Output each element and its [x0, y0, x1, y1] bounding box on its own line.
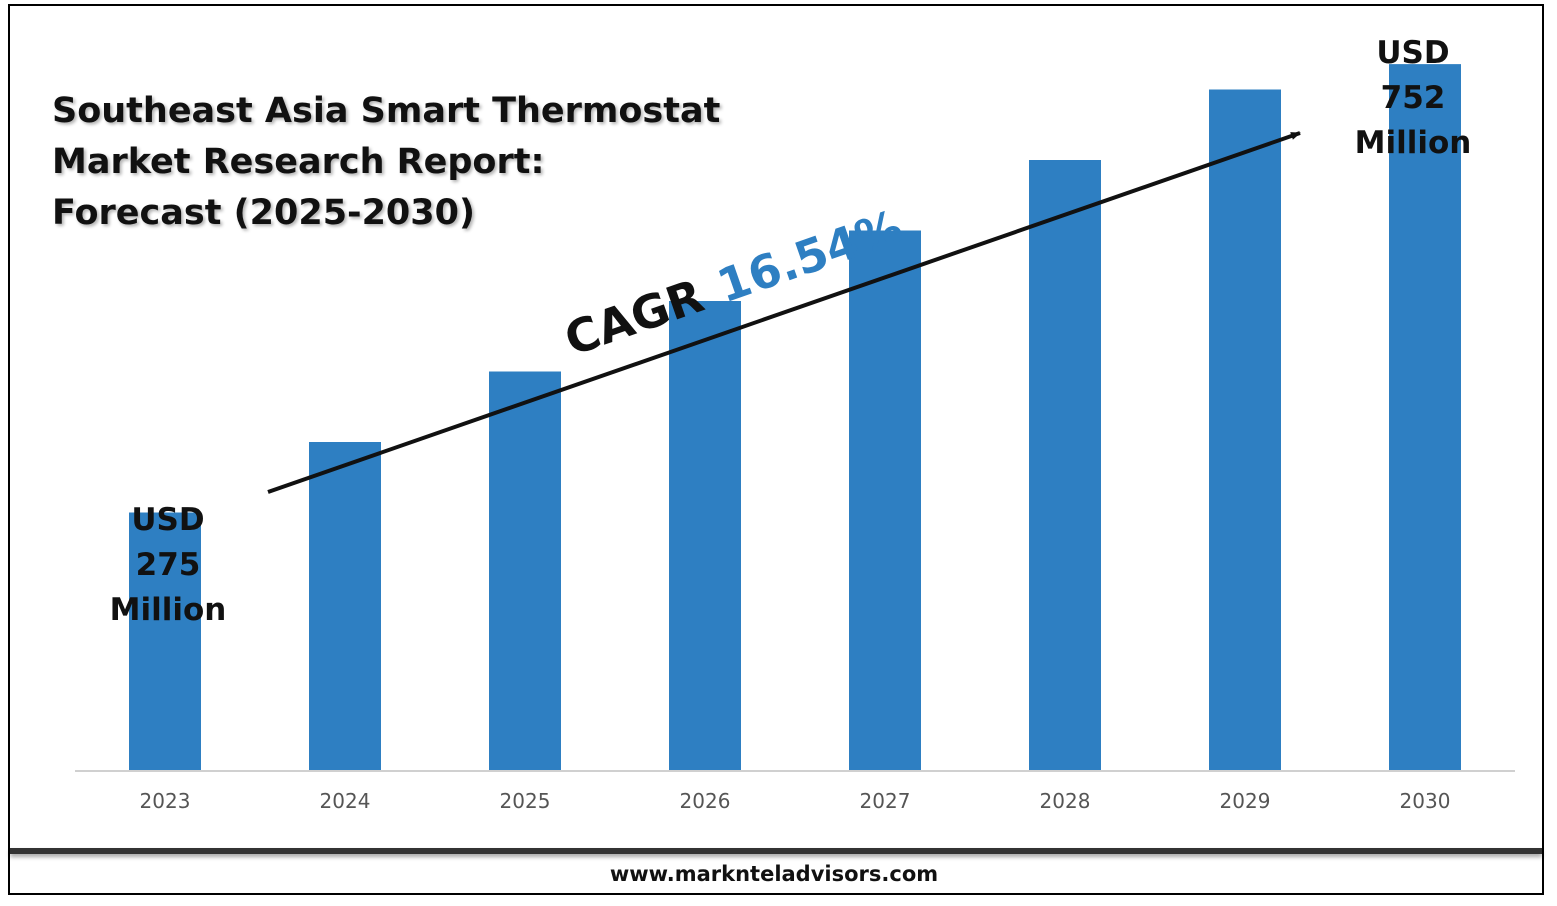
x-tick-2026: 2026	[680, 789, 731, 813]
start-value-label: USD 275 Million	[110, 502, 227, 628]
footer-website-link[interactable]: www.marknteladvisors.com	[609, 862, 939, 886]
chart-title-line-2: Market Research Report:	[52, 142, 545, 182]
start-label-line-1: USD	[131, 502, 204, 538]
chart-title: Southeast Asia Smart Thermostat Market R…	[52, 86, 720, 239]
x-axis-ticks: 2023 2024 2025 2026 2027 2028 2029 2030	[140, 789, 1451, 813]
bar-series	[129, 64, 1461, 772]
x-tick-2024: 2024	[320, 789, 371, 813]
footer-divider	[10, 848, 1542, 854]
end-label-line-3: Million	[1355, 125, 1472, 161]
x-tick-2023: 2023	[140, 789, 191, 813]
end-label-line-1: USD	[1376, 35, 1449, 71]
x-tick-2030: 2030	[1400, 789, 1451, 813]
bar-2027	[849, 230, 921, 771]
x-tick-2025: 2025	[500, 789, 551, 813]
bar-2024	[309, 442, 381, 771]
chart-frame	[8, 4, 1544, 895]
bar-2026	[669, 301, 741, 771]
x-tick-2027: 2027	[860, 789, 911, 813]
chart-title-line-1: Southeast Asia Smart Thermostat	[52, 91, 721, 131]
end-value-label: USD 752 Million	[1355, 35, 1472, 161]
start-label-line-3: Million	[110, 592, 227, 628]
bar-2030	[1389, 64, 1461, 772]
start-label-line-2: 275	[136, 547, 201, 583]
end-label-line-2: 752	[1381, 80, 1446, 116]
bar-2028	[1029, 160, 1101, 771]
chart-title-line-3: Forecast (2025-2030)	[52, 193, 475, 233]
bar-2023	[129, 512, 201, 771]
x-tick-2029: 2029	[1220, 789, 1271, 813]
bar-2029	[1209, 89, 1281, 771]
growth-arrow	[267, 131, 1301, 494]
bar-2025	[489, 371, 561, 771]
x-tick-2028: 2028	[1040, 789, 1091, 813]
